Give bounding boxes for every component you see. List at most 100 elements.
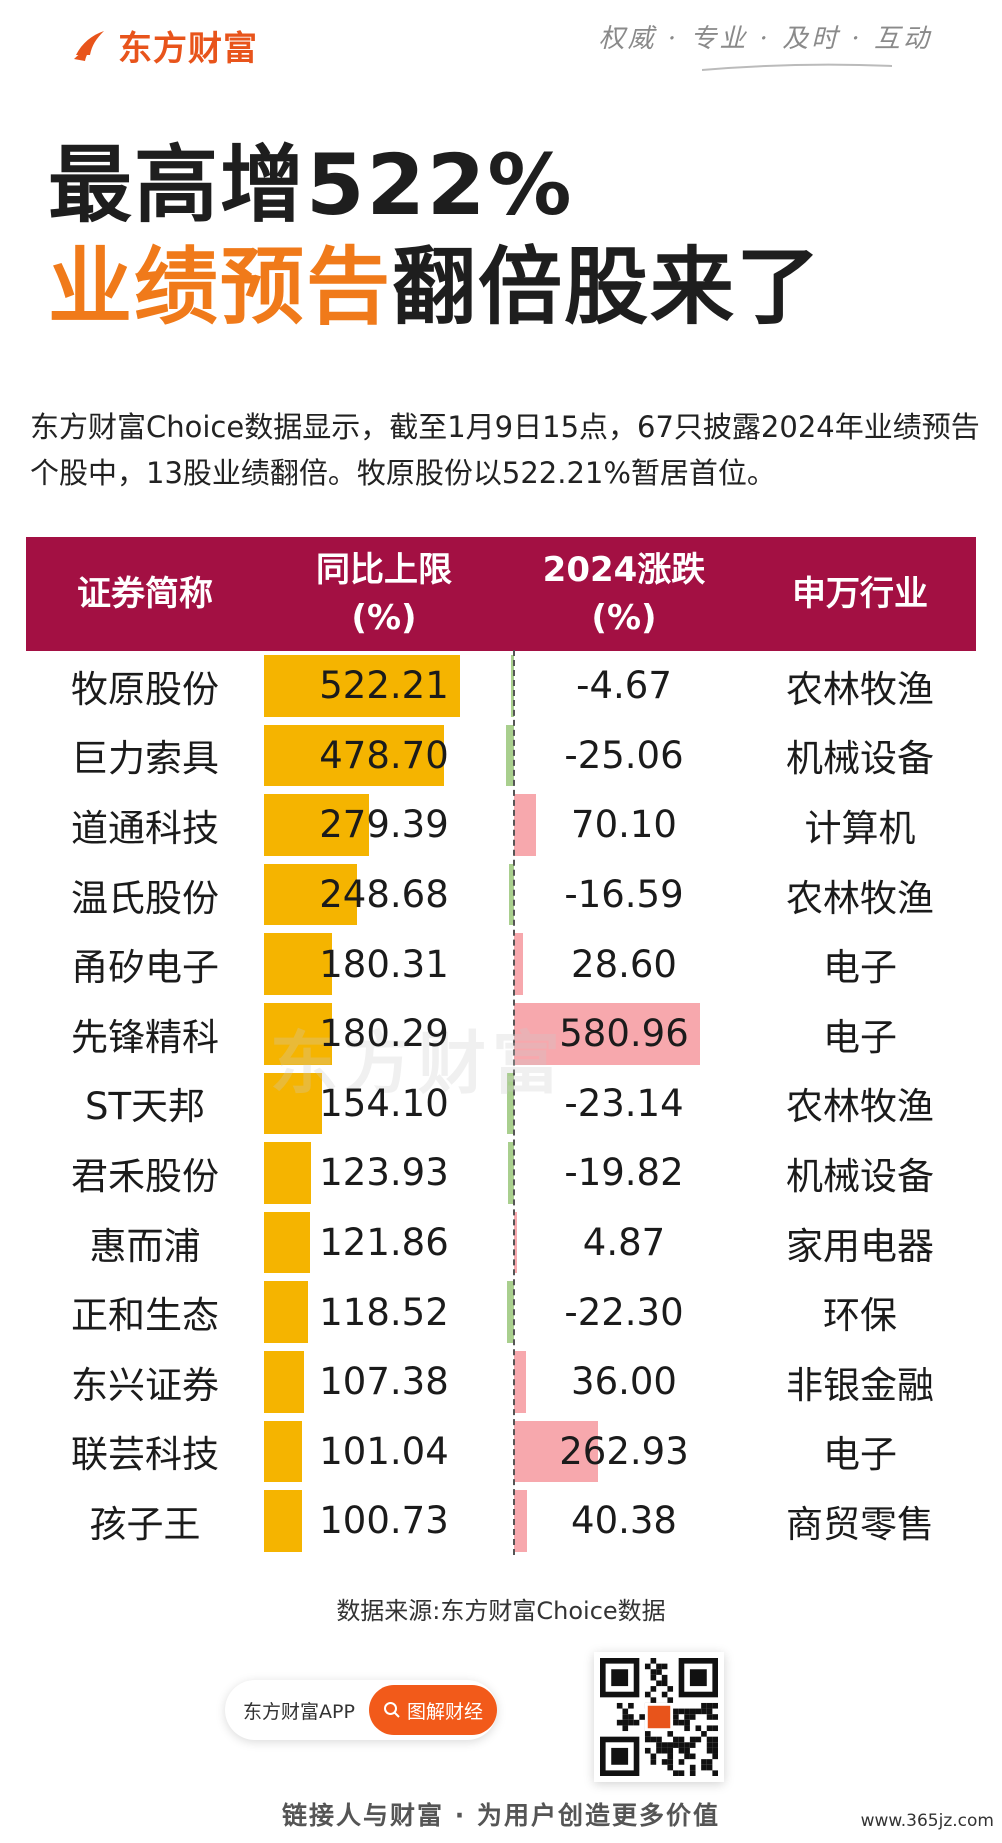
change-cell: -22.30 (504, 1277, 744, 1347)
industry: 非银金融 (786, 1363, 934, 1407)
yoy-value: 279.39 (319, 803, 449, 847)
industry: 电子 (823, 1433, 897, 1477)
table-row: 巨力索具 478.70 -25.06 机械设备 (26, 721, 976, 791)
change-cell: -16.59 (504, 860, 744, 930)
yoy-value: 478.70 (319, 733, 449, 777)
brand-name: 东方财富 (118, 28, 258, 69)
industry: 农林牧渔 (786, 667, 934, 711)
yoy-value: 248.68 (319, 873, 449, 917)
yoy-bar (264, 1142, 311, 1204)
industry: 机械设备 (786, 737, 934, 781)
graphic-finance-button[interactable]: 图解财经 (369, 1685, 497, 1735)
header-change: 2024涨跌 (%) (504, 546, 744, 642)
yoy-cell: 180.31 (264, 929, 504, 999)
watermark: 东方财富 (270, 1025, 567, 1104)
yoy-value: 522.21 (319, 664, 449, 708)
table-row: 先锋精科 180.29 580.96 电子 (26, 999, 976, 1069)
stock-name: 联芸科技 (71, 1433, 219, 1477)
change-value: -22.30 (564, 1290, 684, 1334)
intro-paragraph: 东方财富Choice数据显示，截至1月9日15点，67只披露2024年业绩预告个… (30, 410, 980, 490)
header-name: 证券简称 (77, 574, 213, 614)
yoy-bar (264, 1490, 302, 1552)
change-value: 70.10 (571, 803, 677, 847)
slogan-underline (702, 63, 892, 71)
graphic-finance-label: 图解财经 (406, 1700, 483, 1723)
yoy-bar (264, 933, 332, 995)
table-row: 惠而浦 121.86 4.87 家用电器 (26, 1208, 976, 1278)
stock-name: 正和生态 (71, 1294, 219, 1338)
header-yoy: 同比上限 (%) (264, 546, 504, 642)
industry: 计算机 (804, 806, 916, 850)
footer-slogan: 链接人与财富 · 为用户创造更多价值 (282, 1801, 720, 1830)
app-label: 东方财富APP (243, 1700, 355, 1723)
slogan: 权威 · 专业 · 及时 · 互动 (598, 24, 932, 54)
table-body: 牧原股份 522.21 -4.67 农林牧渔巨力索具 478.70 -25.06 机械设备道… (26, 651, 976, 1556)
yoy-value: 100.73 (319, 1499, 449, 1543)
earnings-table: 证券简称 同比上限 (%) 2024涨跌 (%) 申万行业 牧原股份 522.21… (26, 537, 976, 1556)
stock-name: ST天邦 (84, 1085, 206, 1129)
yoy-cell: 101.04 (264, 1417, 504, 1487)
yoy-value: 121.86 (319, 1221, 449, 1265)
search-icon (383, 1702, 400, 1718)
app-promo-pill[interactable]: 东方财富APP 图解财经 (225, 1680, 497, 1740)
header-yoy-unit: (%) (351, 598, 417, 638)
change-cell: -25.06 (504, 721, 744, 791)
yoy-cell: 154.10 (264, 1069, 504, 1139)
yoy-bar (264, 794, 369, 856)
change-bar (506, 1072, 514, 1135)
yoy-cell: 180.29 (264, 999, 504, 1069)
yoy-value: 118.52 (319, 1290, 449, 1334)
brand-flame-icon (74, 31, 104, 61)
stock-name: 东兴证券 (71, 1363, 219, 1407)
yoy-cell: 100.73 (264, 1486, 504, 1556)
change-bar (506, 1281, 514, 1343)
industry: 农林牧渔 (786, 1085, 934, 1129)
stock-name: 道通科技 (71, 806, 219, 850)
change-value: -23.14 (564, 1081, 684, 1125)
yoy-bar (264, 1002, 332, 1065)
stock-name: 巨力索具 (71, 737, 219, 781)
table-header: 证券简称 同比上限 (%) 2024涨跌 (%) 申万行业 (26, 537, 976, 651)
headline-line2: 业绩预告翻倍股来了 (48, 220, 822, 341)
change-bar (514, 1002, 700, 1065)
change-cell: -19.82 (504, 1138, 744, 1208)
headline-line1: 最高增522% (48, 136, 574, 234)
yoy-bar (264, 1281, 309, 1343)
yoy-value: 154.10 (319, 1081, 449, 1125)
qr-code[interactable] (594, 1652, 724, 1782)
stock-name: 甬矽电子 (71, 946, 219, 990)
change-cell: 28.60 (504, 929, 744, 999)
change-value: -19.82 (564, 1151, 684, 1195)
table-row: 君禾股份 123.93 -19.82 机械设备 (26, 1138, 976, 1208)
table-row: 正和生态 118.52 -22.30 环保 (26, 1277, 976, 1347)
change-cell: 4.87 (504, 1208, 744, 1278)
industry: 家用电器 (786, 1224, 934, 1268)
change-value: -16.59 (564, 873, 684, 917)
change-cell: -23.14 (504, 1069, 744, 1139)
brand-logo: 东方财富 (70, 22, 258, 69)
change-cell: 40.38 (504, 1486, 744, 1556)
industry: 电子 (823, 946, 897, 990)
table-row: 联芸科技 101.04 262.93 电子 (26, 1417, 976, 1487)
change-value: -25.06 (564, 733, 684, 777)
header-industry: 申万行业 (792, 574, 928, 614)
yoy-bar (264, 1420, 302, 1483)
stock-name: 惠而浦 (89, 1224, 201, 1268)
industry: 电子 (823, 1015, 897, 1059)
table-row: 温氏股份 248.68 -16.59 农林牧渔 (26, 860, 976, 930)
change-bar (514, 1350, 526, 1413)
yoy-value: 180.29 (319, 1012, 449, 1056)
change-value: 580.96 (559, 1012, 689, 1056)
change-bar (507, 1142, 514, 1204)
yoy-cell: 121.86 (264, 1208, 504, 1278)
yoy-cell: 279.39 (264, 790, 504, 860)
qr-code-icon (600, 1658, 718, 1776)
yoy-bar (264, 863, 358, 926)
table-row: 牧原股份 522.21 -4.67 农林牧渔 (26, 651, 976, 721)
change-value: 4.87 (582, 1221, 666, 1265)
yoy-cell: 118.52 (264, 1277, 504, 1347)
change-bar (514, 794, 537, 856)
yoy-cell: 107.38 (264, 1347, 504, 1417)
header-yoy-label: 同比上限 (316, 550, 452, 590)
stock-name: 温氏股份 (71, 876, 219, 920)
